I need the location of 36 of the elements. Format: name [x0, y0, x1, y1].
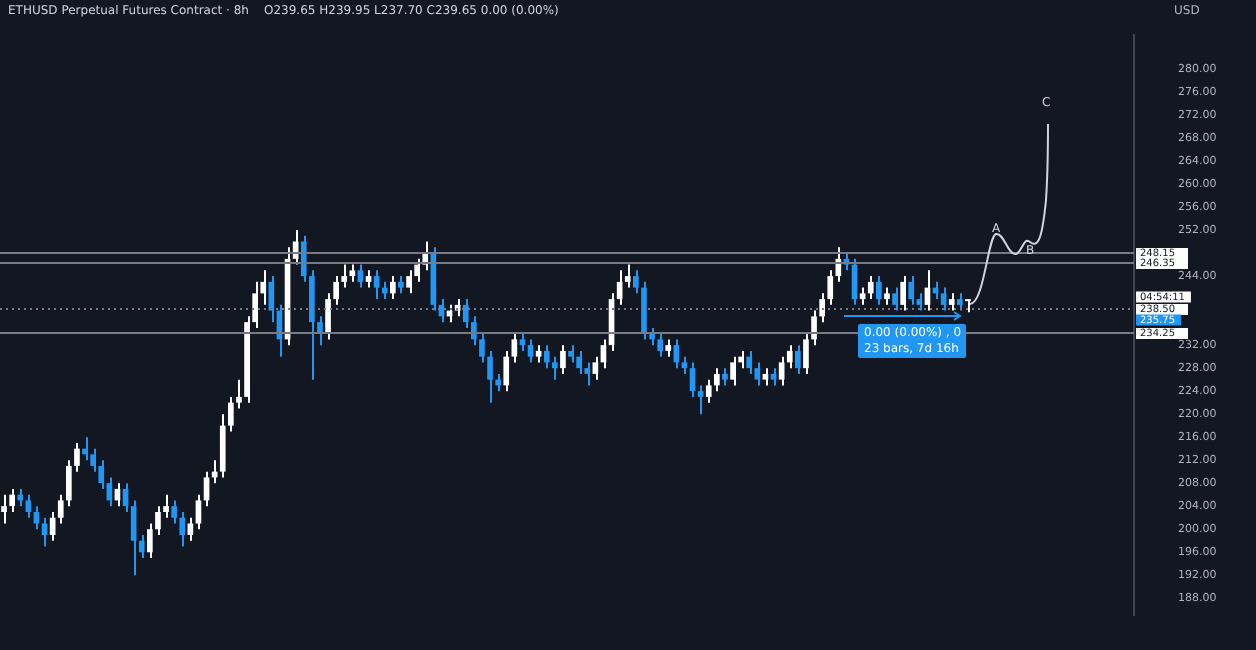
- candlestick: [560, 344, 566, 375]
- candlestick: [552, 355, 558, 381]
- candlestick: [357, 263, 364, 289]
- candlestick: [511, 332, 518, 364]
- candlestick: [714, 367, 720, 393]
- candlestick: [406, 269, 412, 295]
- candlestick: [778, 355, 785, 387]
- candlestick: [746, 349, 753, 375]
- candlestick: [795, 344, 801, 375]
- candlestick: [236, 378, 242, 410]
- candlestick: [576, 349, 582, 375]
- candlestick: [1, 493, 7, 525]
- candlestick: [527, 338, 534, 364]
- candlestick: [657, 332, 663, 358]
- candlestick: [219, 413, 226, 479]
- candlestick: [25, 493, 32, 519]
- candlestick: [74, 441, 80, 473]
- candlestick: [697, 384, 704, 416]
- candlestick: [705, 378, 712, 404]
- candlestick: [908, 275, 915, 306]
- candlestick: [876, 275, 882, 306]
- candlestick: [373, 269, 380, 301]
- candlestick: [543, 344, 550, 370]
- candlestick: [41, 516, 48, 548]
- candlestick: [82, 436, 88, 462]
- candlestick: [187, 516, 194, 542]
- candlestick: [940, 286, 947, 312]
- candlestick: [503, 349, 510, 393]
- candlestick: [892, 286, 898, 312]
- candlestick: [57, 493, 64, 525]
- candlestick: [900, 275, 906, 312]
- candlestick: [730, 355, 736, 387]
- candlestick: [867, 275, 874, 301]
- candlestick: [66, 459, 72, 508]
- candlestick: [390, 275, 396, 301]
- candlestick: [228, 395, 234, 433]
